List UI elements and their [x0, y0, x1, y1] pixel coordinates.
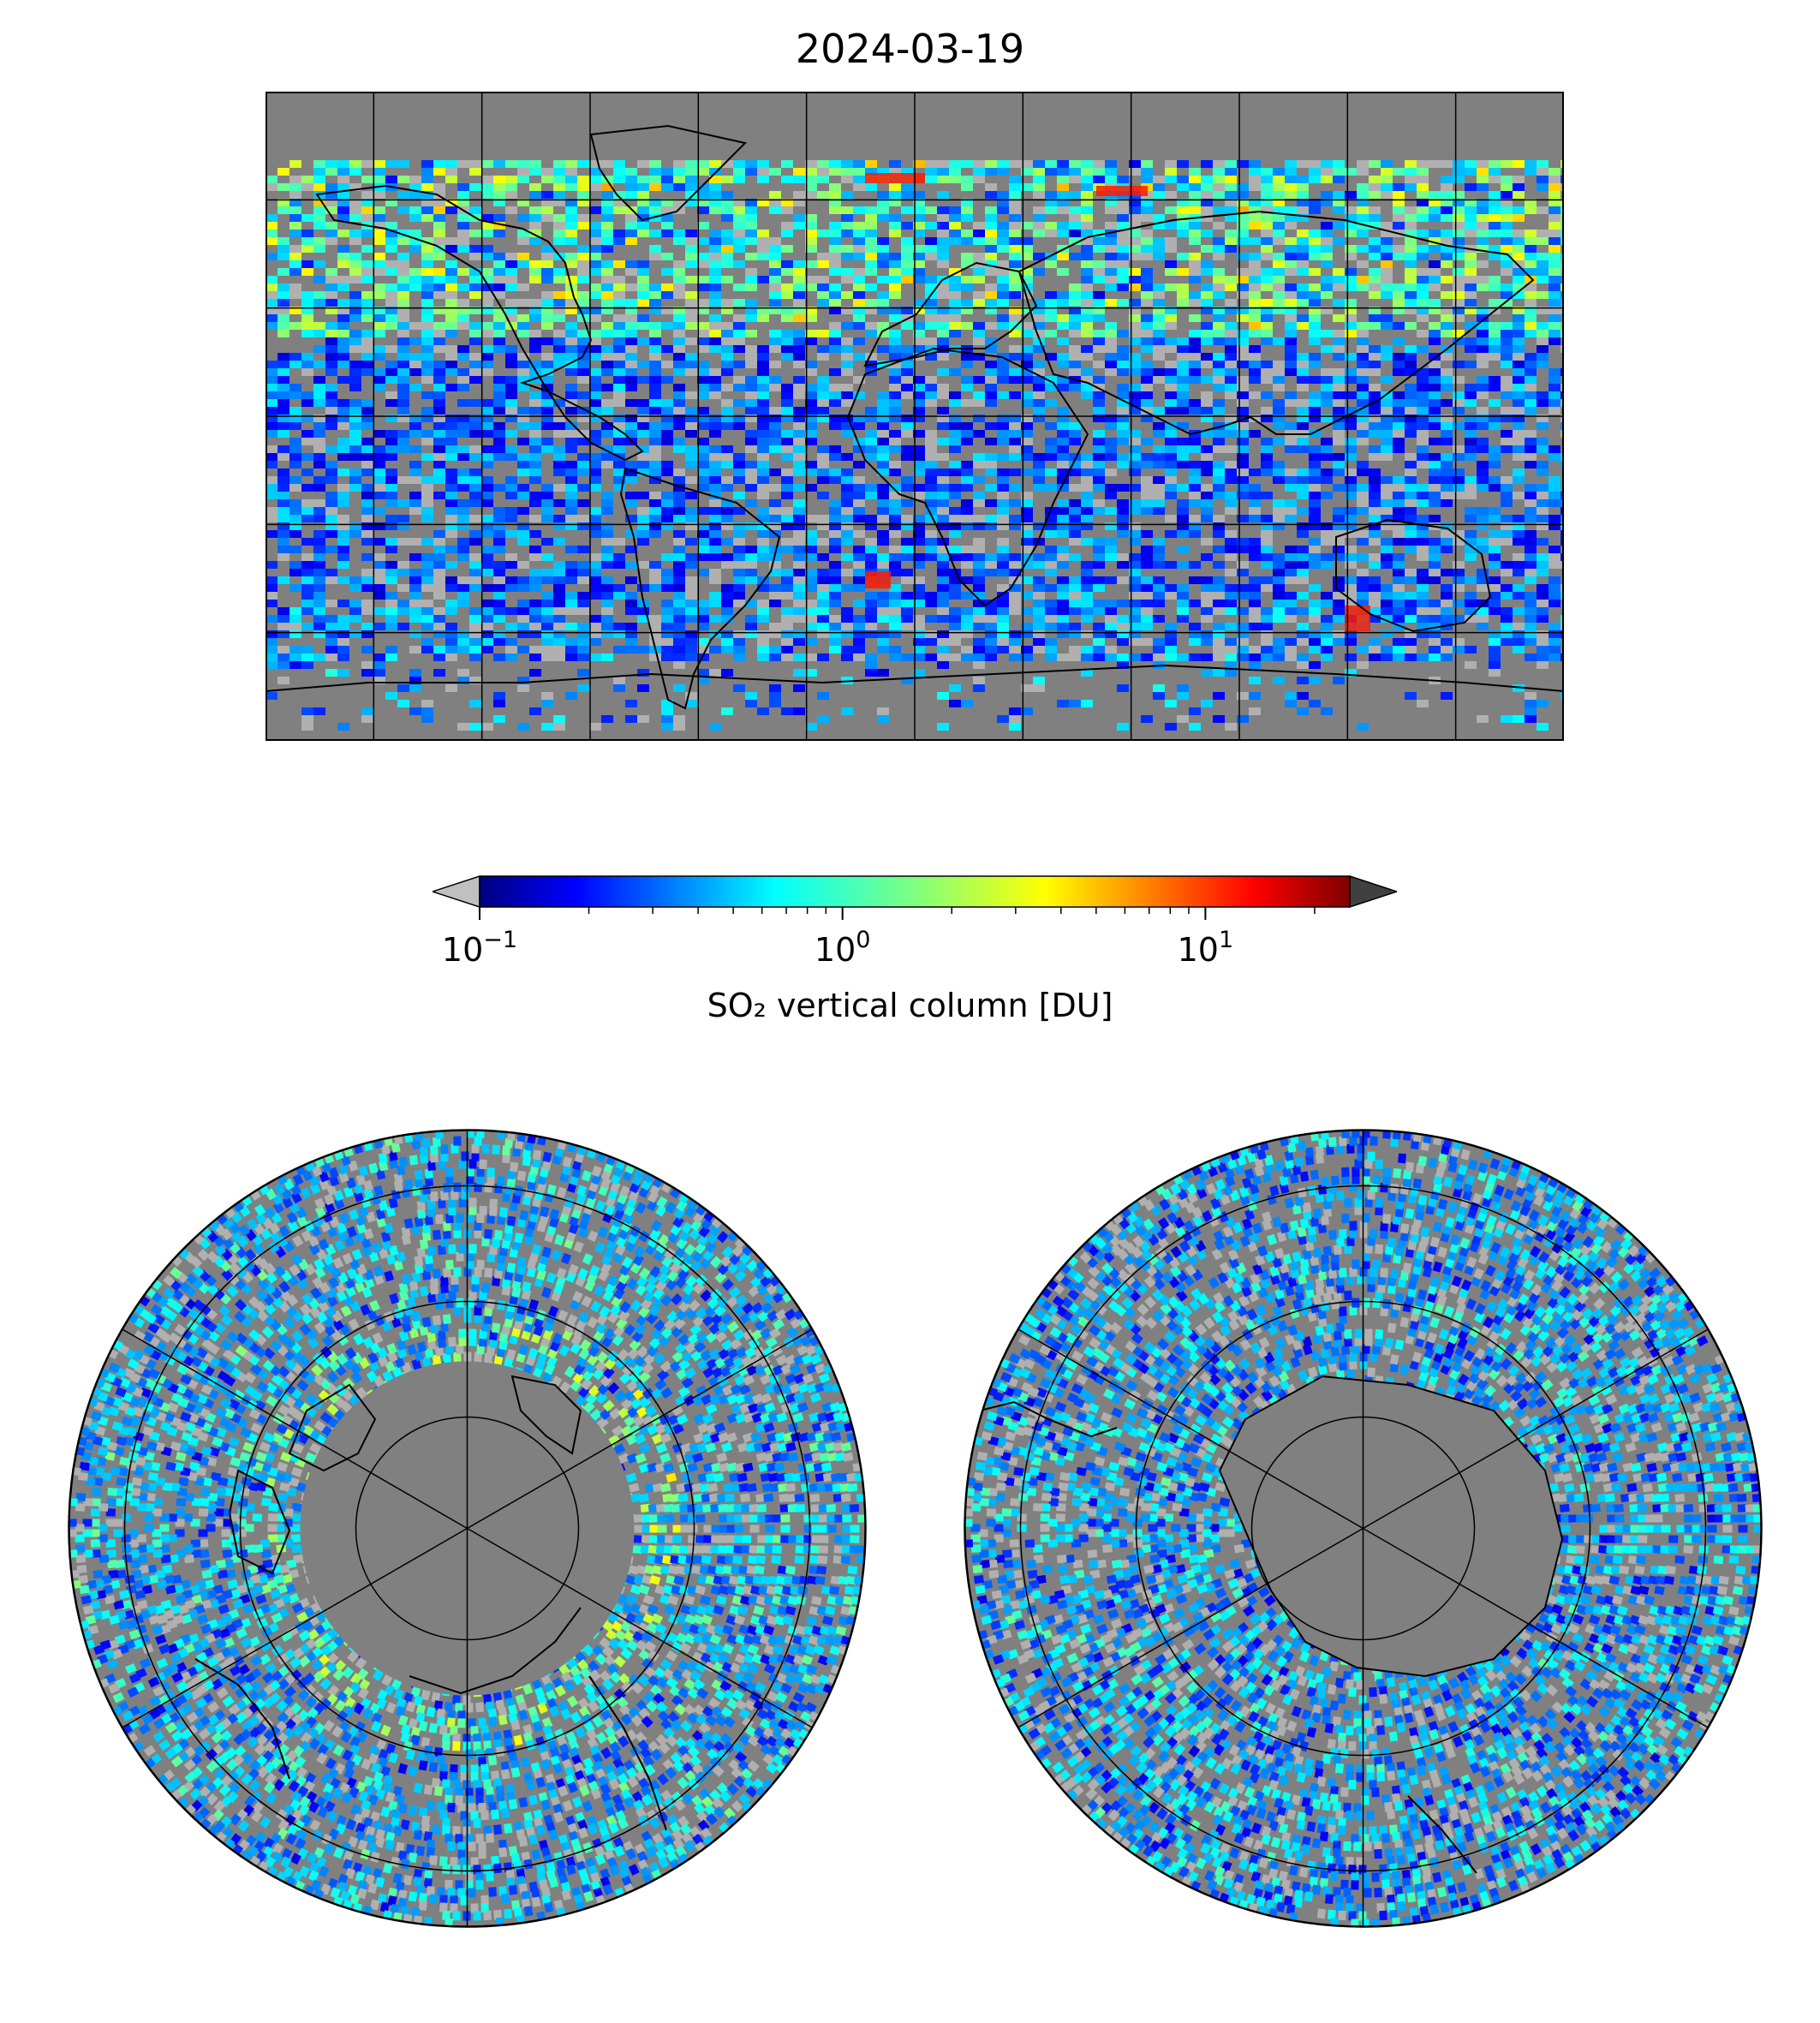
colorbar-ticks: 10−1 100 101: [442, 907, 1316, 969]
so2-data-layer: [69, 1130, 866, 1927]
map-boundary: [964, 1129, 1763, 1928]
colorbar-under-extension: [433, 875, 480, 909]
graticule: [266, 92, 1564, 741]
so2-data-layer: [266, 160, 1564, 731]
colorbar-gradient: [480, 876, 1350, 907]
coastlines: [979, 1400, 1477, 1874]
colorbar-over-extension: [1349, 875, 1397, 909]
global-map: [266, 92, 1564, 741]
north-polar-map: [68, 1129, 867, 1928]
coastlines: [194, 1375, 667, 1831]
south-polar-map: [964, 1129, 1763, 1928]
figure-title: 2024-03-19: [795, 26, 1025, 72]
colorbar: 10−1 100 101: [433, 875, 1397, 969]
colorbar-tick-label: 101: [1178, 927, 1234, 969]
colorbar-label: SO₂ vertical column [DU]: [707, 987, 1113, 1024]
colorbar-tick-label: 100: [815, 927, 871, 969]
map-frame: [266, 92, 1564, 741]
graticule: [118, 1130, 816, 1927]
graticule: [1014, 1130, 1712, 1927]
map-boundary: [68, 1129, 867, 1928]
colorbar-tick-label: 10−1: [442, 927, 517, 969]
coastlines: [266, 124, 1564, 710]
